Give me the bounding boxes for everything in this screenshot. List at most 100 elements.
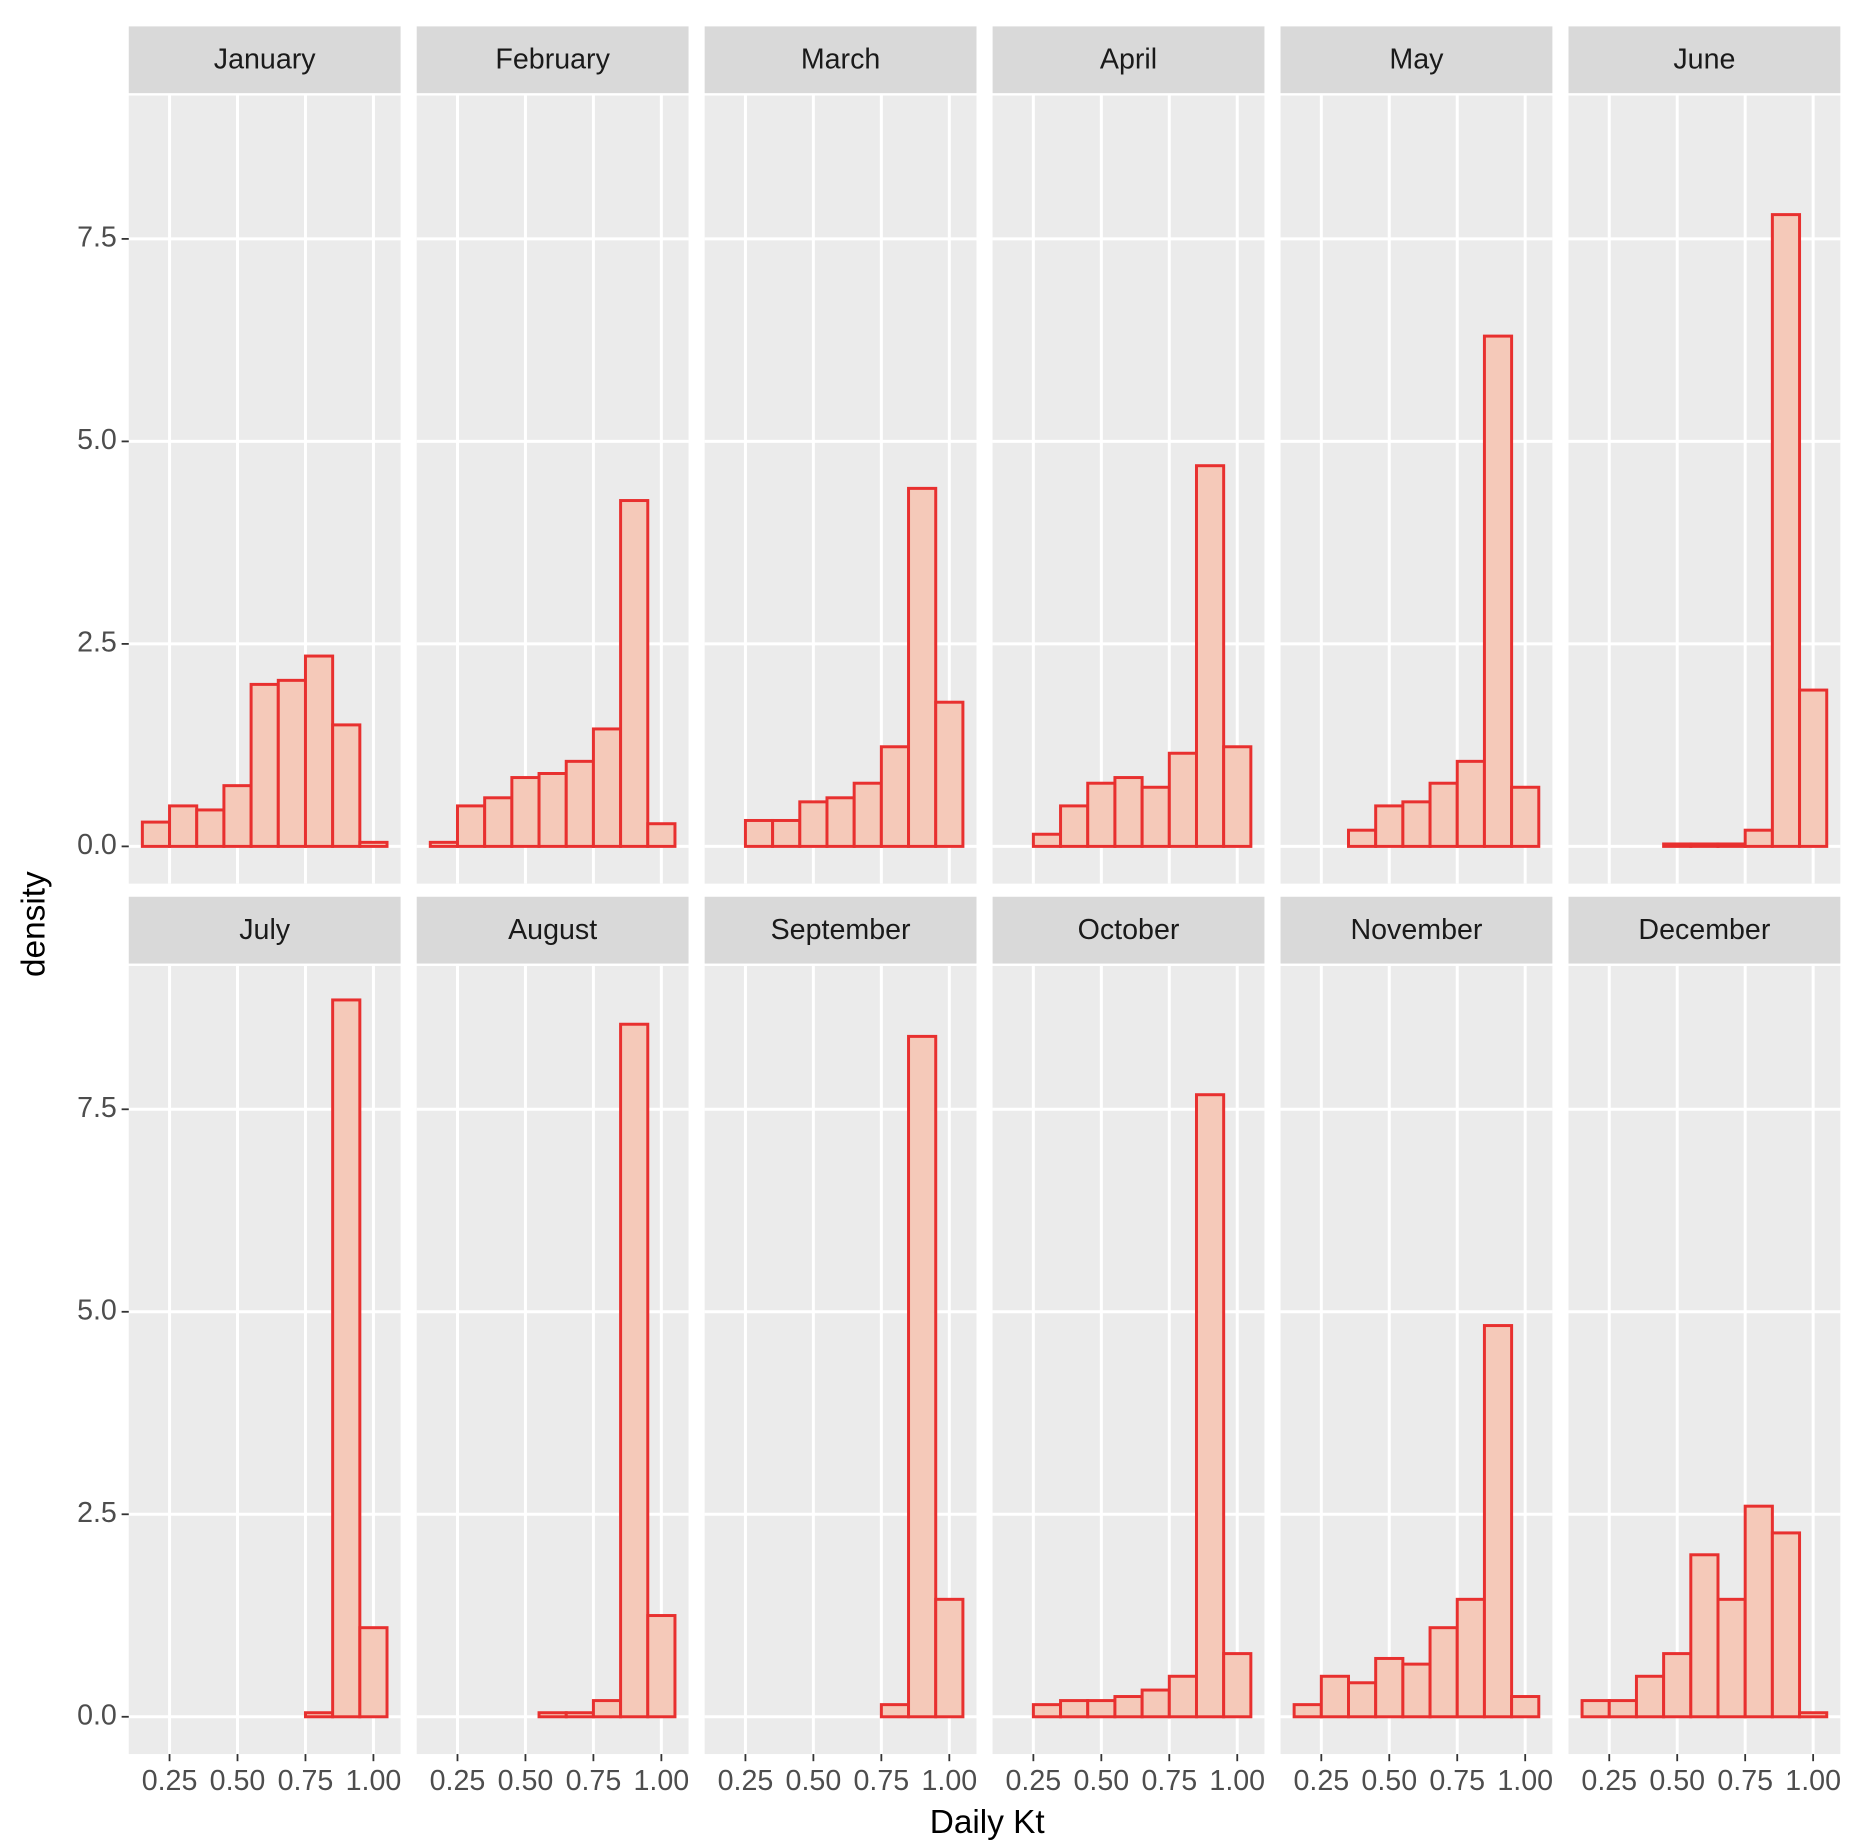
bar — [1319, 1674, 1350, 1719]
bar — [564, 759, 595, 848]
bar — [1428, 781, 1459, 848]
facet-title: September — [771, 914, 911, 946]
x-tick-label: 0.25 — [430, 1765, 486, 1797]
strip — [128, 26, 401, 94]
y-tick-label: 5.0 — [77, 1294, 117, 1326]
bar — [331, 723, 362, 848]
bar — [1798, 1711, 1829, 1719]
bar — [1580, 1699, 1611, 1719]
bar — [1798, 688, 1829, 848]
bar — [195, 808, 226, 848]
bar — [907, 1034, 938, 1719]
x-tick-label: 0.25 — [142, 1765, 198, 1797]
y-tick-label: 5.0 — [77, 424, 117, 456]
strip — [992, 896, 1265, 964]
bar — [1770, 1531, 1802, 1719]
bar — [771, 818, 802, 848]
x-tick-label: 0.25 — [1581, 1765, 1637, 1797]
y-tick-label: 7.5 — [77, 221, 117, 253]
x-tick-label: 1.00 — [921, 1765, 977, 1797]
bar — [249, 682, 280, 848]
bar — [1482, 1324, 1514, 1719]
bar — [1482, 334, 1514, 848]
facet-title: November — [1350, 914, 1482, 946]
x-tick-label: 0.50 — [1073, 1765, 1129, 1797]
bar — [1031, 1703, 1063, 1719]
facet-title: June — [1673, 44, 1735, 76]
bar — [222, 784, 253, 848]
bar — [1347, 828, 1378, 848]
bar — [619, 499, 650, 848]
bar — [1455, 759, 1486, 848]
bar — [591, 727, 623, 848]
bar — [1222, 1652, 1253, 1719]
bar — [934, 1597, 965, 1719]
bar — [1607, 1699, 1638, 1719]
x-tick-label: 0.50 — [210, 1765, 266, 1797]
strip — [1568, 896, 1841, 964]
bar — [483, 796, 514, 848]
bar — [934, 700, 965, 848]
bar — [1222, 745, 1253, 848]
x-tick-label: 1.00 — [346, 1765, 402, 1797]
bar — [1634, 1674, 1666, 1719]
strip — [1280, 26, 1553, 94]
bar — [140, 820, 172, 848]
bar — [1510, 1695, 1541, 1719]
bar — [1113, 1695, 1144, 1719]
bar — [1031, 832, 1063, 848]
bar — [1347, 1681, 1378, 1719]
bar — [1194, 1093, 1226, 1719]
x-tick-label: 1.00 — [1785, 1765, 1841, 1797]
strip — [1568, 26, 1841, 94]
bar — [1510, 785, 1541, 848]
bar — [798, 800, 829, 848]
bar — [1086, 781, 1117, 848]
bar — [303, 654, 335, 848]
bar — [1743, 828, 1774, 848]
bar — [1374, 1656, 1405, 1719]
x-tick-label: 0.75 — [1429, 1765, 1485, 1797]
x-tick-label: 0.25 — [718, 1765, 774, 1797]
bar — [825, 796, 856, 848]
bar — [1059, 804, 1090, 848]
y-tick-label: 0.0 — [77, 829, 117, 861]
bar — [1194, 464, 1226, 848]
bar — [743, 818, 775, 848]
x-tick-label: 0.75 — [854, 1765, 910, 1797]
bar — [1455, 1597, 1486, 1719]
y-tick-label: 7.5 — [77, 1092, 117, 1124]
bar — [879, 745, 911, 848]
bar — [564, 1711, 595, 1719]
x-tick-label: 0.50 — [1361, 1765, 1417, 1797]
strip — [992, 26, 1265, 94]
bar — [303, 1711, 335, 1719]
facet-title: May — [1389, 44, 1444, 76]
y-tick-label: 2.5 — [77, 1497, 117, 1529]
bar — [168, 804, 199, 848]
bar — [358, 1626, 389, 1719]
bar — [537, 772, 568, 848]
bar — [1140, 1688, 1171, 1719]
x-tick-label: 0.75 — [566, 1765, 622, 1797]
bar — [331, 998, 362, 1719]
facet-title: August — [508, 914, 597, 946]
y-tick-label: 2.5 — [77, 626, 117, 658]
strip — [704, 26, 977, 94]
bar — [1167, 1674, 1198, 1719]
bar — [1140, 785, 1171, 848]
facet-title: October — [1078, 914, 1180, 946]
x-tick-label: 0.50 — [1649, 1765, 1705, 1797]
facet-title: July — [239, 914, 291, 946]
x-tick-label: 0.50 — [498, 1765, 554, 1797]
bar — [276, 678, 307, 848]
strip — [128, 896, 401, 964]
facet-title: December — [1638, 914, 1770, 946]
facet-title: January — [214, 44, 316, 76]
bar — [1292, 1703, 1323, 1719]
strip — [416, 896, 689, 964]
bar — [428, 840, 459, 848]
bar — [1689, 842, 1720, 848]
bar — [1716, 1597, 1747, 1719]
bar — [1401, 1662, 1432, 1719]
